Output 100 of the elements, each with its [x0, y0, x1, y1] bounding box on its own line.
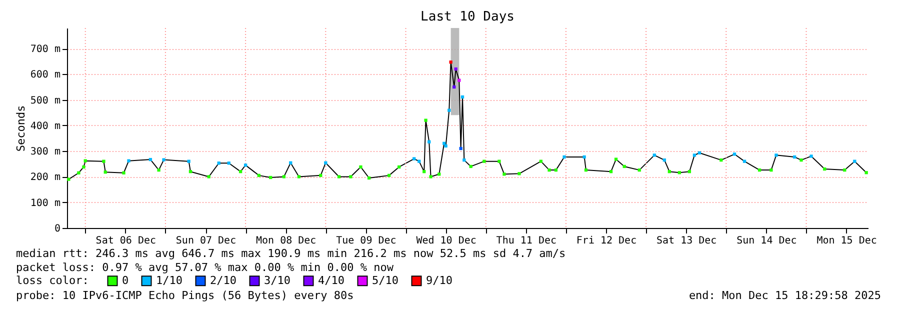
point	[452, 85, 456, 89]
chart-title: Last 10 Days	[420, 10, 514, 24]
legend-label: 3/10	[264, 274, 290, 287]
point	[792, 155, 796, 159]
legend-label: 5/10	[372, 274, 398, 287]
point	[843, 168, 846, 172]
y-tick-label: 300 m	[30, 146, 60, 158]
legend-label: 1/10	[156, 274, 182, 287]
point	[622, 164, 626, 168]
y-tick-label: 400 m	[30, 120, 60, 132]
point	[77, 171, 80, 174]
point	[502, 172, 506, 176]
point	[227, 162, 230, 165]
point	[367, 176, 371, 180]
legend-title: loss color:	[16, 274, 89, 287]
point	[800, 158, 803, 162]
point	[462, 158, 466, 162]
text: probe: 10 IPv6-ICMP Echo Pings (56 Bytes) every 80s	[16, 289, 354, 302]
point	[638, 168, 641, 172]
point	[84, 159, 87, 162]
point	[742, 160, 746, 163]
point	[548, 168, 551, 172]
y-tick-label: 600 m	[30, 70, 60, 81]
point	[424, 118, 428, 122]
x-tick-label: Mon 08 Dec	[256, 236, 316, 246]
point	[157, 168, 160, 172]
point	[359, 165, 362, 169]
point	[823, 167, 826, 171]
point	[102, 160, 106, 163]
point	[148, 158, 152, 162]
point	[732, 152, 736, 156]
y-tick-label: 700 m	[30, 44, 60, 56]
point	[853, 160, 856, 163]
point	[269, 176, 272, 180]
y-tick-label: 0	[54, 224, 60, 234]
point	[584, 168, 588, 172]
point	[187, 160, 190, 163]
point	[104, 170, 107, 174]
point	[257, 174, 260, 178]
point	[774, 154, 778, 157]
x-tick-label: Wed 10 Dec	[416, 236, 476, 246]
point	[82, 165, 86, 169]
point	[162, 158, 166, 162]
point	[562, 155, 566, 159]
point	[289, 161, 292, 164]
point	[398, 165, 401, 169]
point	[614, 158, 618, 161]
point	[482, 160, 486, 163]
point	[460, 95, 464, 99]
point	[319, 174, 322, 178]
point	[582, 155, 586, 159]
point	[238, 170, 242, 174]
point	[122, 171, 126, 174]
point	[609, 170, 613, 174]
point	[207, 175, 210, 178]
x-tick-label: Sat 13 Dec	[656, 236, 717, 246]
point	[498, 160, 501, 163]
x-tick-label: Tue 09 Dec	[336, 236, 396, 246]
point	[810, 154, 813, 158]
point	[454, 67, 458, 71]
x-tick-label: Fri 12 Dec	[576, 236, 637, 246]
point	[652, 154, 656, 157]
point	[67, 178, 70, 181]
point	[337, 175, 341, 178]
point	[282, 175, 286, 178]
point	[422, 170, 426, 174]
point	[678, 171, 682, 174]
point	[418, 160, 421, 163]
x-tick-label: Sun 14 Dec	[736, 236, 797, 246]
point	[458, 78, 461, 82]
point	[428, 140, 431, 144]
point	[692, 154, 696, 157]
text: end: Mon Dec 15 18:29:58 2025	[688, 289, 881, 302]
point	[770, 168, 773, 172]
point	[429, 175, 432, 178]
point	[244, 164, 248, 167]
x-tick-label: Thu 11 Dec	[496, 236, 557, 246]
point	[444, 144, 448, 148]
point	[554, 168, 558, 172]
point	[349, 175, 352, 178]
point	[324, 161, 328, 164]
point	[469, 164, 472, 168]
point	[188, 170, 192, 174]
point	[387, 174, 391, 178]
text: packet loss: 0.97 % avg 57.07 % max 0.00 % min 0.00 % now	[16, 261, 394, 274]
legend-label: 2/10	[210, 274, 236, 287]
x-tick-label: Mon 15 Dec	[816, 236, 877, 246]
x-tick-label: Sat 06 Dec	[96, 236, 156, 246]
x-tick-label: Sun 07 Dec	[176, 236, 236, 246]
point	[864, 171, 868, 174]
point	[217, 162, 220, 165]
legend-label: 9/10	[426, 274, 452, 287]
y-tick-label: 200 m	[30, 172, 60, 184]
point	[438, 172, 441, 176]
point	[720, 158, 723, 162]
text: median rtt: 246.3 ms avg 646.7 ms max 190.9 ms min 216.2 ms now 52.5 ms sd 4.7 am/s	[16, 247, 566, 260]
point	[449, 60, 452, 64]
y-tick-label: 500 m	[30, 95, 60, 106]
y-axis-title: Seconds	[14, 105, 28, 152]
point	[698, 151, 702, 154]
